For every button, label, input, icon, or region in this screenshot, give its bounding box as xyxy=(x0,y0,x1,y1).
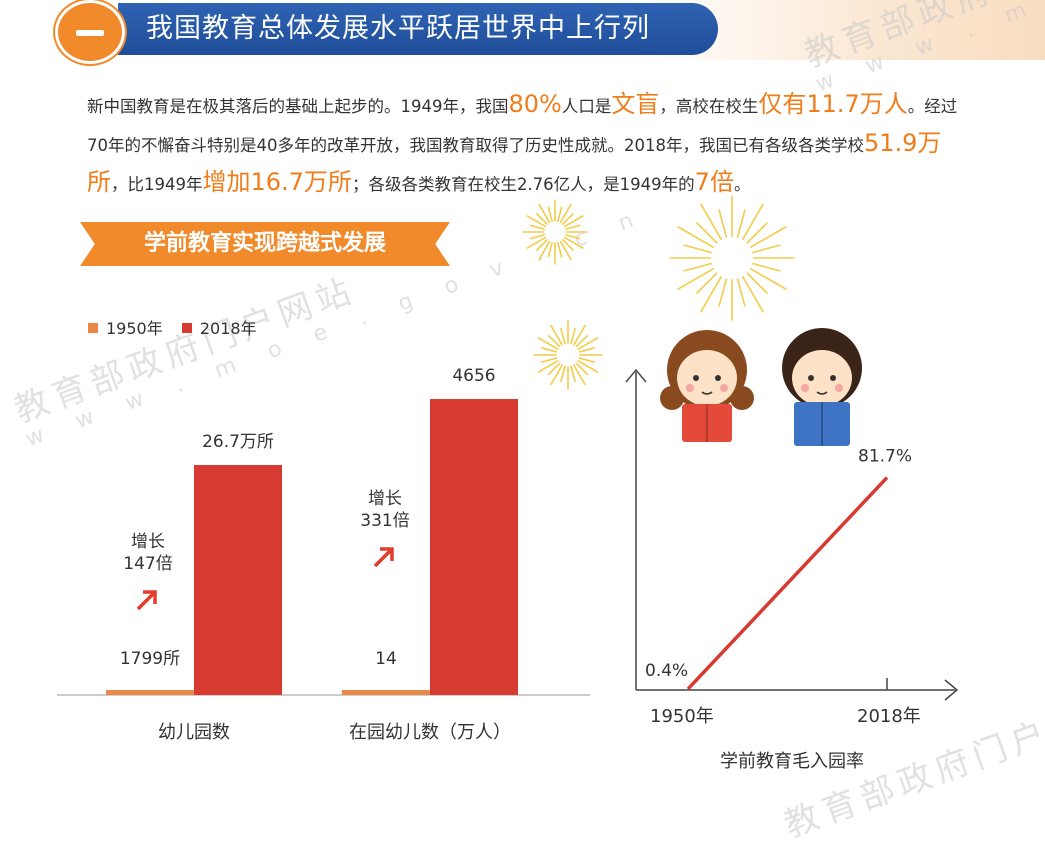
up-right-arrow-icon xyxy=(136,590,157,611)
intro-text: ，高校在校生 xyxy=(659,97,759,116)
intro-highlight: 51.9万所 xyxy=(87,129,942,196)
category-label: 幼儿园数 xyxy=(158,722,230,743)
bar-value-label: 26.7万所 xyxy=(202,432,274,452)
y-axis-arrow-icon xyxy=(625,368,647,383)
intro-text: ；各级各类教育在校生2.76亿人，是1949年的 xyxy=(351,175,695,194)
intro-text: 。 xyxy=(733,175,751,194)
bar-1950年-在园幼儿数（万人） xyxy=(342,690,430,695)
up-right-arrow-icon xyxy=(373,547,394,568)
x-tick-label-2018: 2018年 xyxy=(857,706,921,727)
intro-highlight: 80% xyxy=(508,90,562,118)
category-label: 在园幼儿数（万人） xyxy=(349,722,511,743)
legend-label-2018: 2018年 xyxy=(199,319,257,338)
growth-label: 增长 xyxy=(131,532,165,552)
intro-text: ，比1949年 xyxy=(111,175,203,194)
growth-annotation-kindergartens: 增长 147倍 xyxy=(118,531,178,575)
children-reading-illustration xyxy=(660,328,862,446)
section-banner: 学前教育实现跨越式发展 xyxy=(80,222,450,266)
legend-swatch-2018 xyxy=(181,323,192,333)
bar-2018年-幼儿园数 xyxy=(194,465,282,695)
line-value-label: 81.7% xyxy=(858,447,912,467)
number-one-icon xyxy=(76,30,104,36)
page-title: 我国教育总体发展水平跃居世界中上行列 xyxy=(146,13,650,44)
intro-paragraph: 新中国教育是在极其落后的基础上起步的。1949年，我国80%人口是文盲，高校在校… xyxy=(87,86,967,203)
legend-item-2018: 2018年 xyxy=(181,315,257,339)
section-title: 学前教育实现跨越式发展 xyxy=(143,231,386,256)
bar-value-label: 14 xyxy=(375,649,397,669)
bar-2018年-在园幼儿数（万人） xyxy=(430,399,518,695)
legend-label-1950: 1950年 xyxy=(106,319,163,338)
bar-value-label: 4656 xyxy=(452,366,495,386)
intro-highlight: 增加16.7万所 xyxy=(202,168,352,196)
intro-highlight: 7倍 xyxy=(694,168,734,196)
header-banner: 我国教育总体发展水平跃居世界中上行列 xyxy=(118,3,718,55)
bar-chart-legend: 1950年 2018年 xyxy=(88,315,271,339)
bar-value-label: 1799所 xyxy=(120,649,180,669)
intro-text: 。经过70年的不懈奋斗特别是40多年的改革开放，我国教育取得了历史性成就。201… xyxy=(87,97,958,155)
intro-highlight: 仅有11.7万人 xyxy=(758,90,908,118)
growth-value: 331倍 xyxy=(360,511,410,531)
enrollment-rate-line xyxy=(686,476,889,691)
legend-swatch-1950 xyxy=(88,323,98,333)
line-chart-caption: 学前教育毛入园率 xyxy=(720,751,864,772)
legend-item-1950: 1950年 xyxy=(88,315,163,339)
line-value-label: 0.4% xyxy=(645,661,688,681)
intro-highlight: 文盲 xyxy=(611,90,660,118)
growth-annotation-children: 增长 331倍 xyxy=(355,488,415,532)
x-axis-arrow-icon xyxy=(944,679,959,701)
growth-value: 147倍 xyxy=(123,554,173,574)
growth-label: 增长 xyxy=(368,489,402,509)
bar-1950年-幼儿园数 xyxy=(106,690,194,695)
intro-text: 新中国教育是在极其落后的基础上起步的。1949年，我国 xyxy=(87,97,509,116)
section-number-badge xyxy=(55,0,125,64)
intro-text: 人口是 xyxy=(561,97,612,116)
x-tick-label-1950: 1950年 xyxy=(650,706,714,727)
